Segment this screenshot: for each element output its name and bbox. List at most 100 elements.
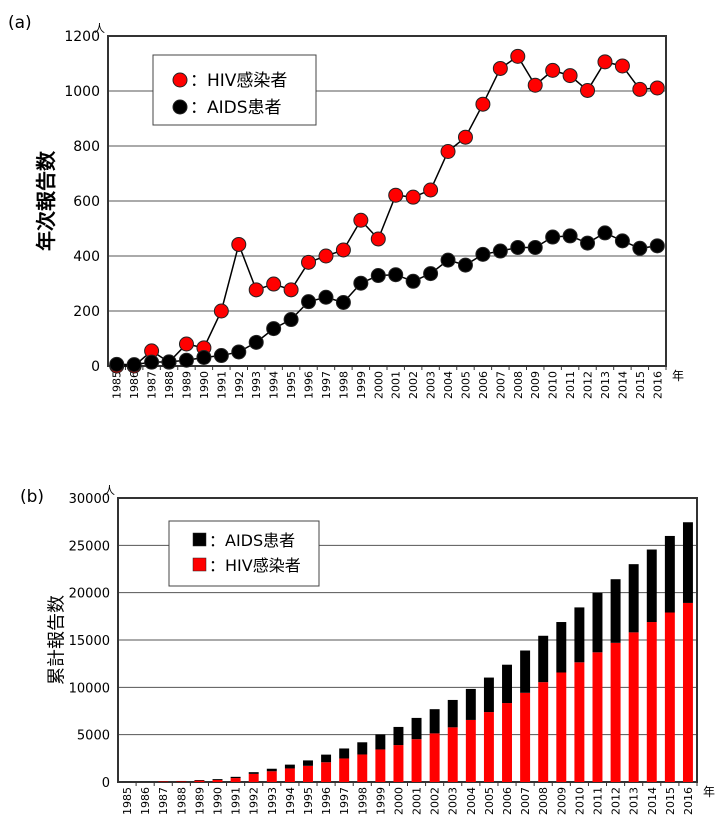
bar-segment <box>375 734 386 750</box>
y-tick-label: 1200 <box>64 29 100 45</box>
chart-0: 0 200 400 600 800 1000 1200 1985 1986 1987 1988 198… <box>8 13 684 399</box>
data-point <box>405 273 421 289</box>
bar-segment <box>248 773 259 782</box>
legend: ：AIDS患者 ：HIV感染者 <box>168 520 320 587</box>
data-point <box>649 238 665 254</box>
bar-segment <box>483 677 494 713</box>
data-point <box>527 77 543 93</box>
data-point <box>144 354 160 370</box>
legend-label: ：HIV感染者 <box>209 556 301 575</box>
y-tick-label: 30000 <box>69 492 110 507</box>
x-tick-label: 1986 <box>139 787 152 815</box>
x-tick-label: 1986 <box>128 371 141 399</box>
legend-marker <box>192 557 207 572</box>
x-tick-label: 1993 <box>266 787 279 815</box>
x-tick-label: 1997 <box>320 371 333 399</box>
x-tick-label: 1991 <box>215 371 228 399</box>
bar-segment <box>266 771 277 782</box>
bar-segment <box>520 692 531 782</box>
bar-segment <box>664 535 675 613</box>
bar-segment <box>502 664 512 704</box>
bar-segment <box>610 642 621 782</box>
bar-segment <box>465 688 476 720</box>
data-point <box>335 242 351 258</box>
bar-segment <box>357 742 368 755</box>
x-tick-label: 2009 <box>529 371 542 399</box>
data-point <box>492 60 508 76</box>
data-point <box>283 312 299 328</box>
bar-segment <box>339 748 350 759</box>
bar-segment <box>483 712 494 782</box>
data-point <box>405 189 421 205</box>
x-tick-label: 2006 <box>501 787 514 815</box>
bar-segment <box>194 780 205 782</box>
x-tick-label: 2001 <box>390 371 403 399</box>
data-point <box>353 275 369 291</box>
data-point <box>213 348 229 364</box>
bar-segment <box>502 703 512 782</box>
y-tick-label: 0 <box>91 359 100 375</box>
data-point <box>632 81 648 97</box>
legend-label: ：HIV感染者 <box>190 71 287 91</box>
x-tick-label: 2012 <box>582 371 595 399</box>
x-tick-label: 2003 <box>447 787 460 815</box>
x-tick-label: 1997 <box>338 787 351 815</box>
x-tick-label: 1994 <box>284 787 297 815</box>
data-point <box>370 268 386 284</box>
y-tick-label: 15000 <box>69 634 110 649</box>
chart-1: 0 5000 10000 15000 20000 25000 30000 1985 1986 19… <box>20 484 715 815</box>
y-tick-label: 600 <box>73 194 100 210</box>
data-point <box>440 144 456 159</box>
x-tick-label: 1992 <box>248 787 261 815</box>
x-tick-label: 1998 <box>337 371 350 399</box>
bar-segment <box>393 726 404 746</box>
y-tick-label: 10000 <box>69 681 110 696</box>
x-tick-label: 2015 <box>664 787 677 815</box>
bar-segment <box>158 781 169 782</box>
bar-segment <box>176 781 187 782</box>
data-point <box>266 276 282 292</box>
x-tick-label: 2015 <box>634 371 647 399</box>
bar-segment <box>375 749 386 782</box>
x-tick-label: 1985 <box>121 787 134 815</box>
bar-segment <box>393 745 404 782</box>
data-point <box>370 231 386 247</box>
data-point <box>248 282 264 298</box>
legend-label: ：AIDS患者 <box>209 531 295 550</box>
data-point <box>178 336 194 352</box>
bar-segment <box>284 768 295 782</box>
bar-segment <box>538 635 549 683</box>
data-point <box>266 321 282 337</box>
data-point <box>423 182 439 198</box>
data-point <box>457 257 473 273</box>
y-tick-label: 400 <box>73 249 100 265</box>
x-tick-label: 1990 <box>212 787 225 815</box>
bar-segment <box>429 733 440 782</box>
data-point <box>213 303 229 319</box>
x-tick-label: 1998 <box>356 787 369 815</box>
x-tick-label: 2003 <box>425 371 438 399</box>
panel-label: (a) <box>8 13 32 33</box>
x-tick-label: 1995 <box>285 371 298 399</box>
y-tick-label: 1000 <box>64 84 100 100</box>
data-point <box>335 294 351 310</box>
data-point <box>527 239 543 255</box>
data-point <box>318 289 334 305</box>
data-point <box>614 58 630 74</box>
x-tick-label: 2011 <box>591 787 604 815</box>
data-point <box>301 254 317 270</box>
y-unit-label: 人 <box>94 22 105 35</box>
x-tick-label: 1995 <box>302 787 315 815</box>
x-tick-label: 2001 <box>411 787 424 815</box>
bar-segment <box>303 765 313 782</box>
data-point <box>318 248 334 264</box>
x-tick-label: 1990 <box>198 371 211 399</box>
data-point <box>283 282 299 298</box>
x-tick-label: 2005 <box>483 787 496 815</box>
x-tick-label: 2007 <box>494 371 507 399</box>
bar-segment <box>411 717 422 740</box>
x-tick-label: 1996 <box>320 787 333 815</box>
y-tick-label: 800 <box>73 139 100 155</box>
x-tick-label: 2013 <box>628 787 641 815</box>
